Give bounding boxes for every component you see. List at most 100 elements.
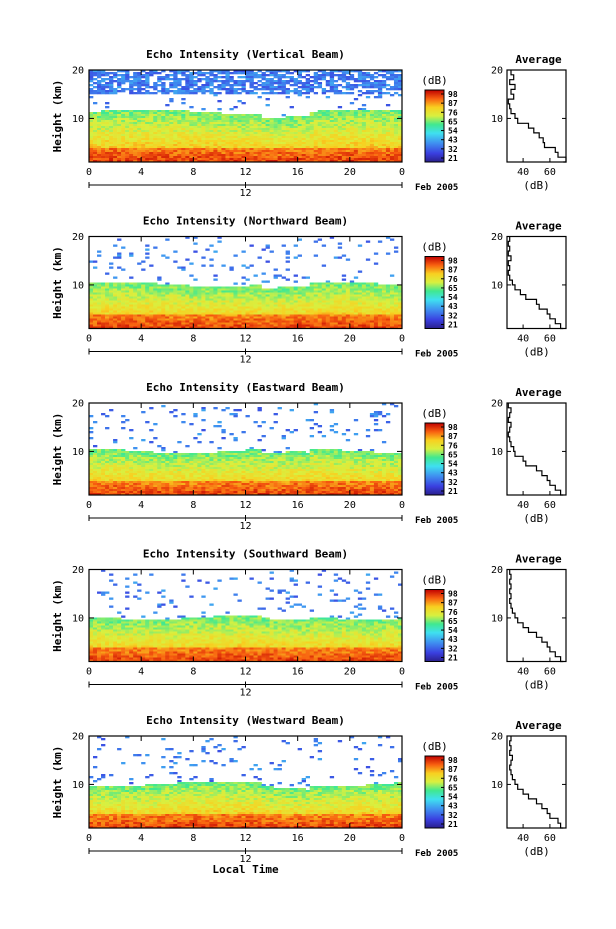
heatmap-cell bbox=[381, 148, 387, 151]
heatmap-cell bbox=[265, 92, 270, 95]
heatmap-cell bbox=[245, 120, 250, 123]
heatmap-cell bbox=[369, 112, 375, 115]
heatmap-cell bbox=[109, 80, 114, 83]
heatmap-cell bbox=[101, 120, 106, 123]
heatmap-cell bbox=[325, 80, 331, 83]
heatmap-cell bbox=[201, 144, 206, 147]
heatmap-cell bbox=[209, 112, 214, 115]
heatmap-cell bbox=[225, 128, 230, 131]
colorbar bbox=[424, 256, 445, 329]
heatmap-cell bbox=[317, 86, 323, 89]
heatmap-cell bbox=[253, 120, 258, 123]
heatmap-cell bbox=[365, 120, 371, 123]
heatmap-cell bbox=[377, 306, 383, 309]
heatmap-cell bbox=[269, 294, 274, 297]
heatmap-cell bbox=[369, 413, 375, 416]
heatmap-cell bbox=[97, 118, 102, 121]
heatmap-cell bbox=[289, 152, 294, 155]
heatmap-cell bbox=[129, 429, 134, 432]
heatmap-cell bbox=[141, 70, 146, 73]
heatmap-cell bbox=[105, 156, 110, 159]
heatmap-cell bbox=[225, 148, 230, 151]
heatmap-cell bbox=[265, 88, 270, 91]
avg-x-tick-label: 40 bbox=[517, 334, 529, 345]
heatmap-cell bbox=[253, 160, 258, 163]
heatmap-cell bbox=[325, 304, 331, 307]
heatmap-cell bbox=[365, 312, 371, 315]
heatmap-cell bbox=[121, 312, 126, 315]
heatmap-cell bbox=[249, 284, 254, 287]
heatmap-cell bbox=[233, 134, 238, 137]
heatmap-cell bbox=[361, 84, 367, 87]
heatmap-cell bbox=[305, 142, 310, 145]
heatmap-cell bbox=[109, 148, 114, 151]
heatmap-cell bbox=[149, 120, 154, 123]
heatmap-cell bbox=[257, 308, 262, 311]
heatmap-cell bbox=[117, 320, 122, 323]
heatmap-cell bbox=[253, 76, 258, 79]
heatmap-cell bbox=[277, 453, 282, 456]
heatmap-cell bbox=[357, 244, 363, 247]
heatmap-cell bbox=[365, 298, 371, 301]
heatmap-cell bbox=[157, 322, 162, 325]
heatmap-cell bbox=[277, 88, 282, 91]
heatmap-cell bbox=[161, 318, 166, 321]
heatmap-cell bbox=[345, 284, 351, 287]
heatmap-cell bbox=[113, 134, 118, 137]
heatmap-cell bbox=[393, 156, 399, 159]
heatmap-cell bbox=[125, 298, 130, 301]
heatmap-cell bbox=[385, 76, 391, 79]
heatmap-cell bbox=[293, 296, 298, 299]
heatmap-cell bbox=[241, 118, 246, 121]
heatmap-cell bbox=[189, 132, 194, 135]
heatmap-cell bbox=[341, 144, 347, 147]
heatmap-cell bbox=[189, 274, 194, 277]
heatmap-cell bbox=[145, 304, 150, 307]
heatmap-cell bbox=[221, 134, 226, 137]
heatmap-cell bbox=[141, 154, 146, 157]
heatmap-cell bbox=[117, 150, 122, 153]
heatmap-cell bbox=[393, 294, 399, 297]
heatmap-cell bbox=[285, 136, 290, 139]
heatmap-cell bbox=[201, 74, 206, 77]
heatmap-cell bbox=[353, 455, 359, 458]
heatmap-cell bbox=[217, 312, 222, 315]
heatmap-cell bbox=[93, 82, 98, 85]
heatmap-cell bbox=[177, 312, 182, 315]
heatmap-cell bbox=[233, 302, 238, 305]
heatmap-cell bbox=[325, 292, 331, 295]
heatmap-cell bbox=[237, 80, 242, 83]
heatmap-cell bbox=[101, 148, 106, 151]
heatmap-cell bbox=[173, 322, 178, 325]
heatmap-cell bbox=[389, 158, 395, 161]
heatmap-cell bbox=[153, 308, 158, 311]
heatmap-cell bbox=[121, 112, 126, 115]
heatmap-cell bbox=[117, 451, 122, 454]
heatmap-cell bbox=[101, 138, 106, 141]
heatmap-cell bbox=[253, 114, 258, 117]
heatmap-cell bbox=[185, 284, 190, 287]
heatmap-cell bbox=[333, 88, 339, 91]
heatmap-cell bbox=[329, 292, 335, 295]
heatmap-cell bbox=[393, 118, 399, 121]
heatmap-cell bbox=[285, 92, 290, 95]
heatmap-cell bbox=[353, 282, 359, 285]
heatmap-cell bbox=[381, 116, 387, 119]
heatmap-cell bbox=[185, 314, 190, 317]
heatmap-cell bbox=[393, 124, 399, 127]
heatmap-cell bbox=[357, 160, 363, 163]
heatmap-cell bbox=[153, 154, 158, 157]
heatmap-cell bbox=[189, 262, 194, 265]
heatmap-cell bbox=[393, 322, 399, 325]
heatmap-cell bbox=[141, 116, 146, 119]
heatmap-cell bbox=[133, 298, 138, 301]
heatmap-cell bbox=[93, 102, 98, 105]
heatmap-cell bbox=[173, 409, 178, 412]
heatmap-cell bbox=[361, 296, 367, 299]
heatmap-cell bbox=[165, 318, 170, 321]
heatmap-cell bbox=[381, 310, 387, 313]
heatmap-cell bbox=[161, 142, 166, 145]
heatmap-cell bbox=[269, 288, 274, 291]
heatmap-cell bbox=[349, 296, 355, 299]
heatmap-cell bbox=[217, 318, 222, 321]
